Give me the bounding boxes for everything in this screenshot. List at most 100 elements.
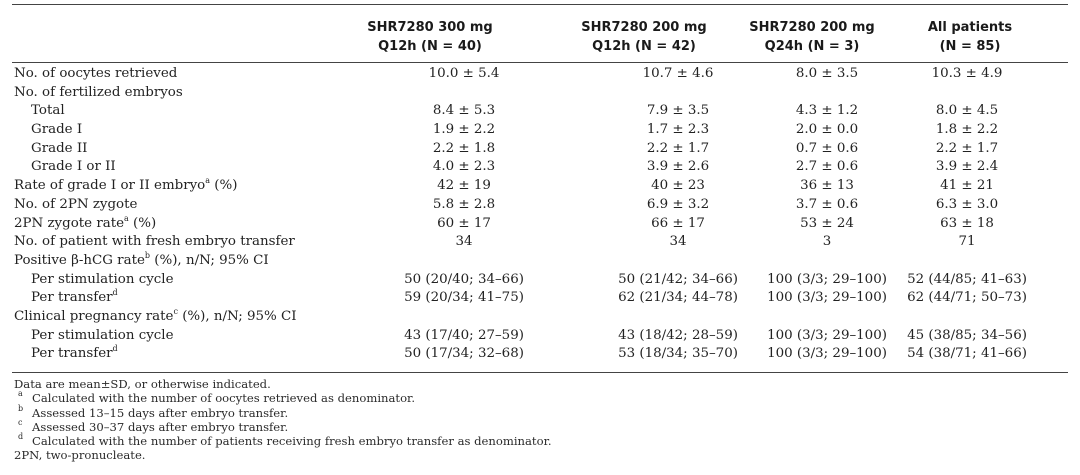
table-cell: 43 (18/42; 28–59) xyxy=(618,327,738,343)
table-row: Grade II 2.2 ± 1.8 2.2 ± 1.7 0.7 ± 0.6 2.2 ±… xyxy=(14,140,1066,159)
row-label-text: Grade I or II xyxy=(31,159,116,175)
table-cell: 6.3 ± 3.0 xyxy=(935,196,999,212)
table-cell: 100 (3/3; 29–100) xyxy=(767,290,887,306)
footnote-ref: a xyxy=(205,176,211,186)
table-cell: 60 ± 17 xyxy=(437,215,491,231)
row-label-text: No. of oocytes retrieved xyxy=(14,66,178,81)
table-cell: 52 (44/85; 41–63) xyxy=(907,271,1027,287)
footnote-mark: a xyxy=(18,389,23,399)
row-label-suffix: (%) xyxy=(128,215,157,231)
row-label-text: Rate of grade I or II embryo xyxy=(14,178,206,194)
row-label: Grade I or II xyxy=(31,158,116,177)
column-header-line1: All patients xyxy=(927,20,1013,35)
table-cell: 1.8 ± 2.2 xyxy=(935,122,999,138)
footnote-b: b Assessed 13–15 days after embryo trans… xyxy=(14,404,1064,420)
column-header-300mg-q12h: SHR7280 300 mg Q12h (N = 40) xyxy=(340,18,520,56)
footnote-text: Calculated with the number of oocytes re… xyxy=(32,391,416,406)
table-cell: 10.0 ± 5.4 xyxy=(428,66,500,81)
table-cell: 2.2 ± 1.7 xyxy=(646,140,710,156)
table-cell: 8.0 ± 4.5 xyxy=(935,103,999,119)
table-row: 2PN zygote ratea (%) 60 ± 17 66 ± 17 53 ± 2… xyxy=(14,214,1066,234)
footnote-text: Assessed 30–37 days after embryo transfe… xyxy=(32,419,289,434)
table-cell: 54 (38/71; 41–66) xyxy=(907,346,1027,362)
notes-intro: Data are mean±SD, or otherwise indicated… xyxy=(14,377,271,391)
table-cell: 4.3 ± 1.2 xyxy=(795,103,859,119)
table-row: No. of 2PN zygote 5.8 ± 2.8 6.9 ± 3.2 3.7 ±… xyxy=(14,196,1066,215)
table-cell: 71 xyxy=(958,234,976,250)
row-label-text: Positive β-hCG rate xyxy=(14,252,145,268)
table-cell: 100 (3/3; 29–100) xyxy=(767,327,887,343)
table-cell: 45 (38/85; 34–56) xyxy=(907,327,1027,343)
table-cell: 100 (3/3; 29–100) xyxy=(767,271,887,287)
row-label-text: Total xyxy=(31,103,65,119)
footnote-ref: b xyxy=(144,250,150,260)
row-label-text: No. of patient with fresh embryo transfe… xyxy=(14,234,295,250)
table-cell: 0.7 ± 0.6 xyxy=(795,140,859,156)
table-cell: 36 ± 13 xyxy=(800,178,854,194)
table-row: Total 8.4 ± 5.3 7.9 ± 3.5 4.3 ± 1.2 8.0 ± 4.… xyxy=(14,102,1066,121)
row-label: Per transferd xyxy=(31,345,118,364)
row-label-text: No. of fertilized embryos xyxy=(14,84,183,100)
table-row: Per stimulation cycle 43 (17/40; 27–59) 43… xyxy=(14,327,1066,346)
table-row: Rate of grade I or II embryoa (%) 42 ± 19… xyxy=(14,177,1066,196)
footnote-mark: c xyxy=(18,417,23,427)
table-bottom-rule xyxy=(12,372,1068,373)
footnote-c: c Assessed 30–37 days after embryo trans… xyxy=(14,418,1064,434)
row-label: Per transferd xyxy=(31,289,118,308)
row-label-text: Grade II xyxy=(31,140,88,156)
table-cell: 53 ± 24 xyxy=(800,215,854,231)
table-cell: 5.8 ± 2.8 xyxy=(432,196,496,212)
table-cell: 6.9 ± 3.2 xyxy=(646,196,710,212)
footnote-mark: b xyxy=(18,403,24,413)
table-cell: 50 (17/34; 32–68) xyxy=(404,346,524,362)
row-label: Per stimulation cycle xyxy=(31,271,174,290)
table-body: No. of oocytes retrieved 10.0 ± 5.4 10.7 ±… xyxy=(14,65,1066,364)
row-label: No. of fertilized embryos xyxy=(14,84,183,103)
table-cell: 7.9 ± 3.5 xyxy=(646,103,710,119)
table-cell: 1.7 ± 2.3 xyxy=(646,122,710,138)
row-label: Clinical pregnancy ratec (%), n/N; 95% C… xyxy=(14,307,297,327)
table-cell: 34 xyxy=(455,234,473,250)
table-cell: 3 xyxy=(822,234,832,250)
table-row: No. of oocytes retrieved 10.0 ± 5.4 10.7 ±… xyxy=(14,65,1066,84)
row-label-text: Per stimulation cycle xyxy=(31,271,174,287)
row-label: Rate of grade I or II embryoa (%) xyxy=(14,177,237,196)
column-header-200mg-q24h: SHR7280 200 mg Q24h (N = 3) xyxy=(722,18,902,56)
footnote-d: d Calculated with the number of patients… xyxy=(14,432,1064,448)
table-row: Per transferd 59 (20/34; 41–75) 62 (21/34;… xyxy=(14,289,1066,308)
table-cell: 2.2 ± 1.7 xyxy=(935,140,999,156)
row-label: No. of 2PN zygote xyxy=(14,196,137,215)
table-row: Clinical pregnancy ratec (%), n/N; 95% C… xyxy=(14,307,1066,327)
table-cell: 62 (44/71; 50–73) xyxy=(907,290,1027,306)
row-label-text: Per transfer xyxy=(31,346,113,362)
row-label: No. of oocytes retrieved xyxy=(14,65,177,84)
table-cell: 34 xyxy=(669,234,687,250)
row-label-suffix: (%), n/N; 95% CI xyxy=(150,252,269,268)
row-label-text: No. of 2PN zygote xyxy=(14,196,138,212)
table-row: Grade I or II 4.0 ± 2.3 3.9 ± 2.6 2.7 ± 0.6… xyxy=(14,158,1066,177)
row-label: 2PN zygote ratea (%) xyxy=(14,214,157,234)
row-label-text: Grade I xyxy=(31,122,83,138)
table-cell: 2.7 ± 0.6 xyxy=(795,159,859,175)
table-cell: 41 ± 21 xyxy=(940,178,994,194)
column-header-line2: Q12h (N = 42) xyxy=(592,39,696,54)
table-cell: 59 (20/34; 41–75) xyxy=(404,290,524,306)
table-notes: Data are mean±SD, or otherwise indicated… xyxy=(14,377,1064,463)
row-label-text: Per transfer xyxy=(31,290,113,306)
column-header-line1: SHR7280 200 mg xyxy=(581,20,707,35)
table-row: Per stimulation cycle 50 (20/40; 34–66) 50… xyxy=(14,271,1066,290)
table-cell: 43 (17/40; 27–59) xyxy=(404,327,524,343)
column-header-line2: Q24h (N = 3) xyxy=(764,39,860,54)
column-header-line1: SHR7280 300 mg xyxy=(367,20,493,35)
table-cell: 66 ± 17 xyxy=(651,215,705,231)
table-cell: 4.0 ± 2.3 xyxy=(432,159,496,175)
table-cell: 2.2 ± 1.8 xyxy=(432,140,496,156)
table-row: Positive β-hCG rateb (%), n/N; 95% CI xyxy=(14,250,1066,271)
table-cell: 8.0 ± 3.5 xyxy=(795,66,859,81)
table-cell: 3.9 ± 2.4 xyxy=(935,159,999,175)
table-row: Per transferd 50 (17/34; 32–68) 53 (18/34;… xyxy=(14,345,1066,364)
table-cell: 62 (21/34; 44–78) xyxy=(618,290,738,306)
row-label-text: Clinical pregnancy rate xyxy=(14,308,174,324)
column-header-line2: (N = 85) xyxy=(939,39,1001,54)
